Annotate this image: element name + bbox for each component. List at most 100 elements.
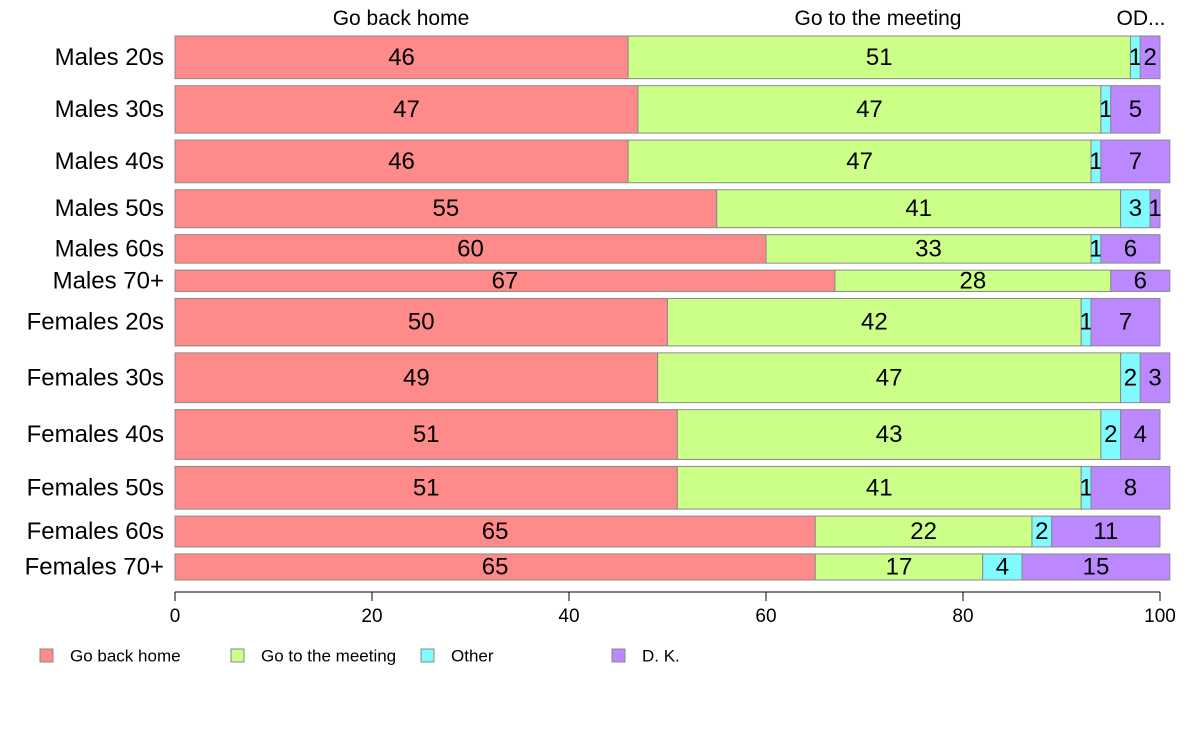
row-label-males-20s: Males 20s [55,44,164,71]
value-label-other-females-70: 4 [996,553,1009,580]
legend-swatch-d-k [611,648,626,663]
value-label-other-males-50s: 3 [1129,195,1142,222]
bar-d-k-females-20s [1090,297,1161,347]
value-label-go-to-the-meeting-females-20s: 42 [861,309,888,336]
x-tick-label-20: 20 [361,606,382,627]
bar-d-k-males-60s [1100,234,1161,264]
legend-swatch-other [420,648,435,663]
row-label-males-50s: Males 50s [55,195,164,222]
value-label-other-males-40s: 1 [1089,148,1102,175]
value-label-d-k-males-30s: 5 [1129,96,1142,123]
x-axis: 0 20 40 60 80 100 [170,591,1176,627]
x-tick-label-60: 60 [755,606,776,627]
row-label-females-40s: Females 40s [27,421,164,448]
top-headers: Go back home Go to the meeting OD... [333,7,1166,30]
bar-go-back-home-females-20s [174,297,668,347]
value-label-go-back-home-males-50s: 55 [433,195,460,222]
bar-go-back-home-males-50s [174,189,718,229]
header-go-to-the-meeting: Go to the meeting [795,7,962,30]
value-label-other-females-40s: 2 [1104,421,1117,448]
bar-other-males-50s [1120,189,1151,229]
legend: Go back home Go to the meeting Other D. K. [39,647,680,666]
value-label-other-males-60s: 1 [1089,235,1102,262]
value-label-go-to-the-meeting-males-30s: 47 [856,96,883,123]
value-label-d-k-females-30s: 3 [1148,364,1161,391]
row-label-males-30s: Males 30s [55,96,164,123]
value-label-go-back-home-females-40s: 51 [413,421,440,448]
x-tick-label-80: 80 [952,606,973,627]
value-label-d-k-males-70: 6 [1134,267,1147,294]
value-label-d-k-males-60s: 6 [1124,235,1137,262]
value-label-go-to-the-meeting-males-20s: 51 [866,44,893,71]
value-label-go-back-home-females-50s: 51 [413,474,440,501]
value-label-go-to-the-meeting-females-50s: 41 [866,474,893,501]
bar-go-back-home-females-30s [174,352,659,404]
bar-d-k-males-30s [1110,85,1161,134]
bar-d-k-males-70 [1110,269,1171,292]
value-label-d-k-males-20s: 2 [1143,44,1156,71]
bar-go-back-home-males-30s [174,85,639,134]
bar-go-back-home-males-60s [174,234,767,264]
value-label-go-back-home-males-60s: 60 [457,235,484,262]
value-label-go-to-the-meeting-males-40s: 47 [846,148,873,175]
value-label-other-females-60s: 2 [1035,518,1048,545]
value-label-go-to-the-meeting-females-60s: 22 [910,518,937,545]
row-label-females-70: Females 70+ [25,553,164,580]
legend-swatch-go-back-home [39,648,54,663]
bar-go-back-home-females-50s [174,465,678,510]
legend-label-go-to-the-meeting: Go to the meeting [261,647,396,666]
value-label-d-k-females-40s: 4 [1134,421,1147,448]
value-label-go-to-the-meeting-females-30s: 47 [876,364,903,391]
x-tick-label-0: 0 [170,606,181,627]
bar-d-k-females-60s [1051,515,1161,548]
row-label-males-70: Males 70+ [53,267,164,294]
bar-go-back-home-females-70 [174,553,816,581]
row-label-males-60s: Males 60s [55,235,164,262]
value-label-go-to-the-meeting-males-70: 28 [959,267,986,294]
header-other-dk: OD... [1116,7,1165,30]
value-label-d-k-males-50s: 1 [1148,195,1161,222]
bar-other-females-70 [982,553,1023,581]
value-label-go-back-home-females-60s: 65 [482,518,509,545]
value-label-other-males-20s: 1 [1129,44,1142,71]
value-label-d-k-females-20s: 7 [1119,309,1132,336]
legend-label-d-k: D. K. [642,647,680,666]
bar-d-k-males-40s [1100,139,1171,184]
row-label-females-50s: Females 50s [27,474,164,501]
value-label-other-females-20s: 1 [1079,309,1092,336]
bar-go-to-the-meeting-females-50s [676,465,1082,510]
value-label-go-to-the-meeting-females-40s: 43 [876,421,903,448]
bar-go-back-home-females-60s [174,515,816,548]
bar-d-k-males-20s [1139,35,1161,80]
bar-d-k-females-50s [1090,465,1171,510]
bar-go-to-the-meeting-females-40s [676,409,1102,460]
x-tick-label-100: 100 [1144,606,1176,627]
value-label-go-to-the-meeting-females-70: 17 [886,553,913,580]
row-label-females-60s: Females 60s [27,518,164,545]
bar-go-back-home-males-20s [174,35,629,80]
bar-go-to-the-meeting-males-40s [627,139,1092,184]
row-label-females-20s: Females 20s [27,309,164,336]
bar-go-back-home-males-40s [174,139,629,184]
value-label-go-to-the-meeting-males-50s: 41 [905,195,932,222]
bar-d-k-females-70 [1021,553,1171,581]
bar-go-to-the-meeting-females-60s [814,515,1033,548]
value-label-go-to-the-meeting-males-60s: 33 [915,235,942,262]
row-label-females-30s: Females 30s [27,364,164,391]
value-label-go-back-home-males-70: 67 [492,267,519,294]
x-tick-label-40: 40 [558,606,579,627]
value-label-d-k-females-60s: 11 [1093,518,1118,545]
value-label-d-k-males-40s: 7 [1129,148,1142,175]
value-label-go-back-home-males-20s: 46 [388,44,415,71]
value-label-go-back-home-females-20s: 50 [408,309,435,336]
bar-go-to-the-meeting-females-70 [814,553,984,581]
bar-d-k-females-40s [1120,409,1161,460]
value-label-go-back-home-females-30s: 49 [403,364,430,391]
value-label-other-females-50s: 1 [1079,474,1092,501]
row-label-males-40s: Males 40s [55,148,164,175]
header-go-back-home: Go back home [333,7,470,30]
legend-label-go-back-home: Go back home [70,647,181,666]
value-label-other-males-30s: 1 [1099,96,1112,123]
